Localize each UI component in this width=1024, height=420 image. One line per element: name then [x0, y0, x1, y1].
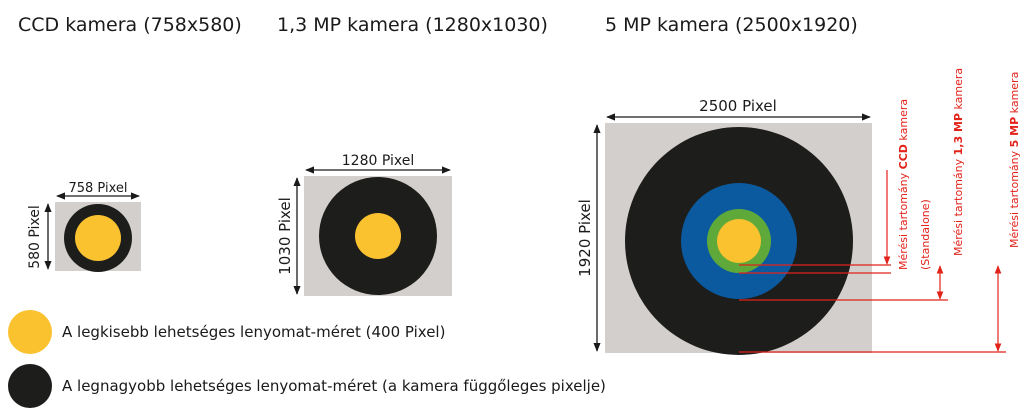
mp5-camera-group: 2500 Pixel 1920 Pixel [576, 97, 872, 355]
ccd-camera-group: 758 Pixel 580 Pixel [27, 181, 141, 272]
mp13-min-footprint [355, 213, 401, 259]
measurement-range-annotations: Mérési tartomány CCD kamera (Standalone)… [739, 68, 1021, 353]
mp13-camera-group: 1280 Pixel 1030 Pixel [276, 153, 452, 296]
mp13-width-label: 1280 Pixel [342, 153, 414, 169]
mp5-min-footprint [717, 219, 761, 263]
ccd-range-label: Mérési tartomány CCD kamera [897, 99, 910, 270]
title-ccd-camera: CCD kamera (758x580) [18, 14, 242, 36]
ccd-height-label: 580 Pixel [27, 205, 43, 269]
legend-item-largest: A legnagyobb lehetséges lenyomat-méret (… [8, 364, 606, 408]
mp13-height-label: 1030 Pixel [276, 197, 294, 275]
ccd-width-label: 758 Pixel [68, 181, 127, 196]
mp5-width-label: 2500 Pixel [699, 97, 777, 115]
title-5mp-camera: 5 MP kamera (2500x1920) [605, 14, 858, 36]
legend-label-smallest: A legkisebb lehetséges lenyomat-méret (4… [62, 323, 446, 341]
ccd-range-note: (Standalone) [919, 199, 932, 270]
mp13-range-label: Mérési tartomány 1,3 MP kamera [952, 68, 965, 256]
yellow-circle-icon [8, 310, 52, 354]
legend-label-largest: A legnagyobb lehetséges lenyomat-méret (… [62, 377, 606, 395]
black-circle-icon [8, 364, 52, 408]
mp5-range-label: Mérési tartomány 5 MP kamera [1008, 72, 1021, 248]
ccd-min-footprint [75, 215, 121, 261]
mp5-height-label: 1920 Pixel [576, 199, 594, 277]
legend-item-smallest: A legkisebb lehetséges lenyomat-méret (4… [8, 310, 445, 354]
title-13mp-camera: 1,3 MP kamera (1280x1030) [277, 14, 548, 36]
